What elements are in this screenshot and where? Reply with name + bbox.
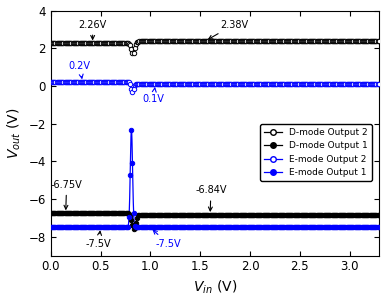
Text: 0.1V: 0.1V bbox=[142, 88, 164, 104]
Text: -6.84V: -6.84V bbox=[195, 185, 227, 211]
Y-axis label: $V_{out}$ (V): $V_{out}$ (V) bbox=[5, 108, 23, 159]
Text: 0.2V: 0.2V bbox=[69, 61, 91, 78]
Text: 2.38V: 2.38V bbox=[209, 20, 248, 39]
Legend: D-mode Output 2, D-mode Output 1, E-mode Output 2, E-mode Output 1: D-mode Output 2, D-mode Output 1, E-mode… bbox=[260, 124, 372, 181]
Text: -7.5V: -7.5V bbox=[153, 230, 181, 249]
Text: -6.75V: -6.75V bbox=[51, 180, 82, 209]
X-axis label: $V_{in}$ (V): $V_{in}$ (V) bbox=[193, 279, 237, 297]
Text: 2.26V: 2.26V bbox=[79, 20, 107, 39]
Text: -7.5V: -7.5V bbox=[85, 231, 111, 249]
